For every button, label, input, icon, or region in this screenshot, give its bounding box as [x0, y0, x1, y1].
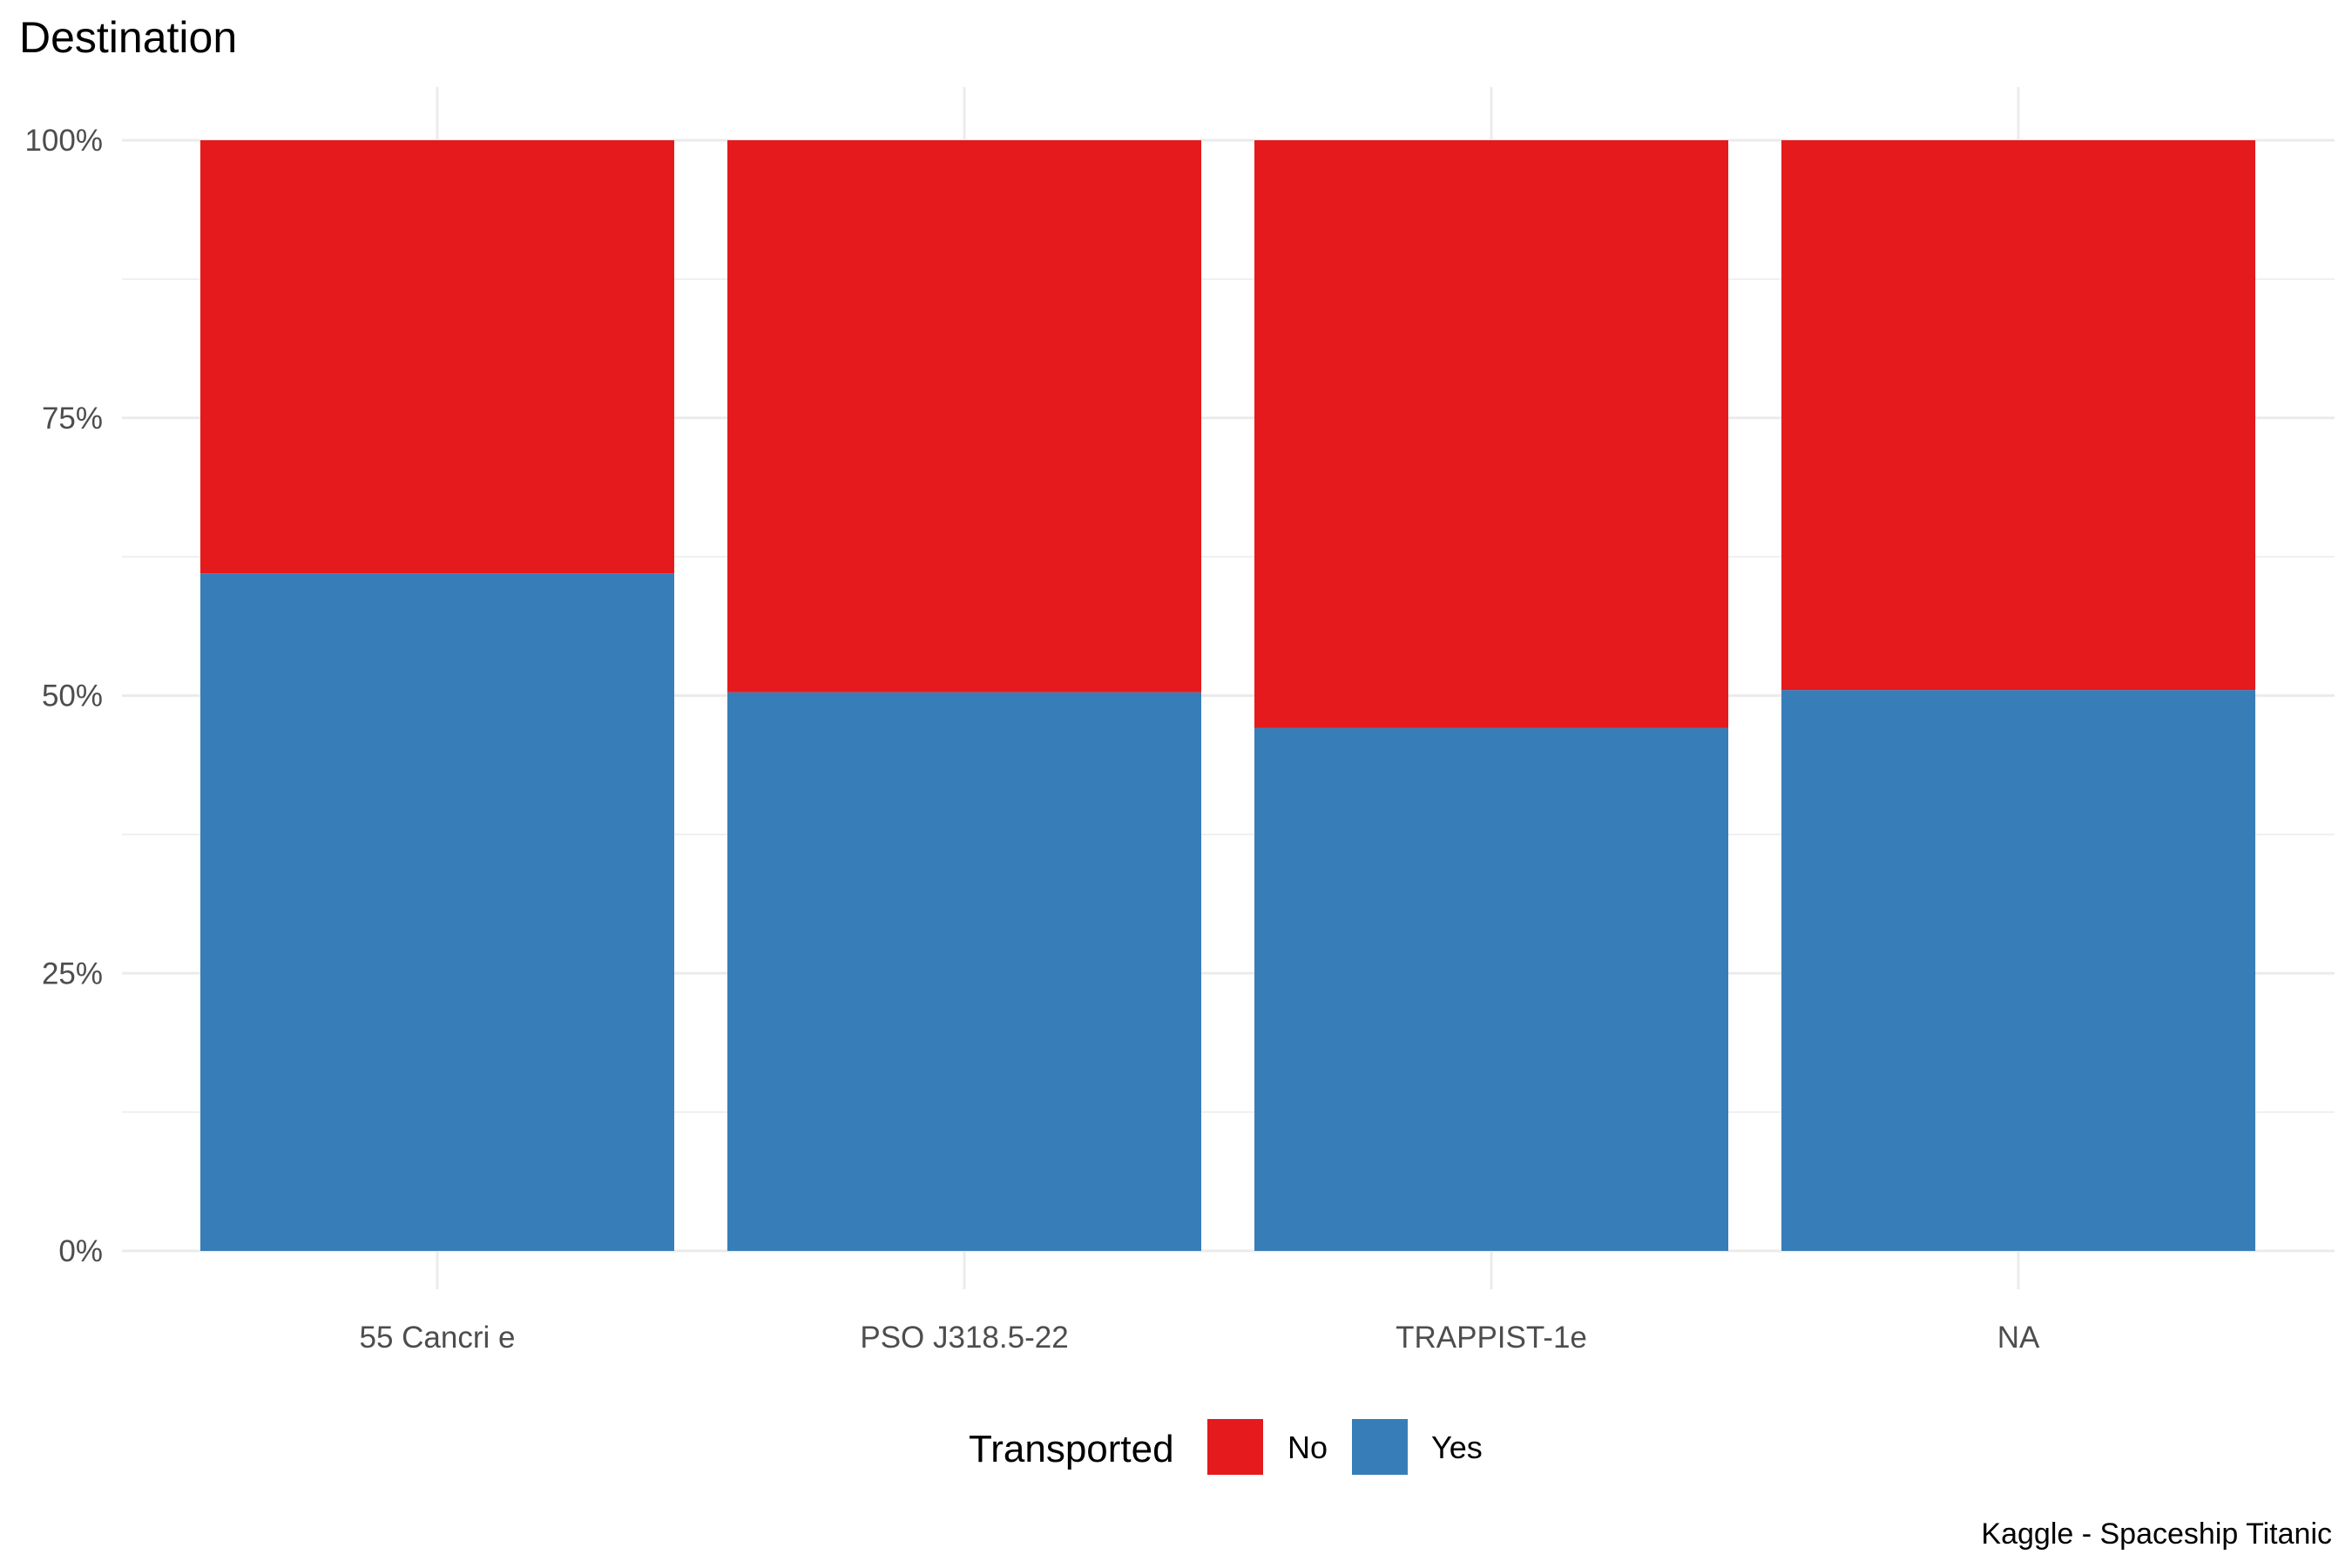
legend-label-no: No	[1288, 1429, 1328, 1465]
legend-label-yes: Yes	[1431, 1429, 1483, 1465]
bar-segment-no	[727, 140, 1201, 693]
legend-key-yes	[1352, 1419, 1408, 1475]
legend-title: Transported	[969, 1428, 1174, 1470]
y-tick-label: 100%	[24, 124, 103, 158]
legend-key-no	[1207, 1419, 1263, 1475]
y-tick-label: 25%	[42, 956, 103, 990]
axis-labels: 0% 25% 50% 75% 100% 55 Cancri e PSO J318.5-22 T…	[24, 124, 2039, 1355]
chart-caption: Kaggle - Spaceship Titanic	[1981, 1517, 2332, 1551]
bar-segment-no	[1781, 140, 2255, 691]
y-tick-label: 0%	[58, 1234, 103, 1268]
bar-segment-yes	[727, 692, 1201, 1251]
bar-segment-no	[200, 140, 674, 574]
y-tick-label: 75%	[42, 402, 103, 436]
bars	[200, 140, 2255, 1251]
legend: Transported No Yes	[969, 1419, 1483, 1475]
bar-segment-yes	[1781, 690, 2255, 1251]
bar-segment-no	[1254, 140, 1728, 728]
x-tick-label: TRAPPIST-1e	[1396, 1321, 1587, 1355]
chart-title: Destination	[19, 13, 237, 62]
x-tick-label: PSO J318.5-22	[860, 1321, 1068, 1355]
y-tick-label: 50%	[42, 679, 103, 713]
bar-segment-yes	[1254, 727, 1728, 1251]
bar-segment-yes	[200, 573, 674, 1251]
x-tick-label: 55 Cancri e	[360, 1321, 516, 1355]
x-tick-label: NA	[1997, 1321, 2040, 1355]
